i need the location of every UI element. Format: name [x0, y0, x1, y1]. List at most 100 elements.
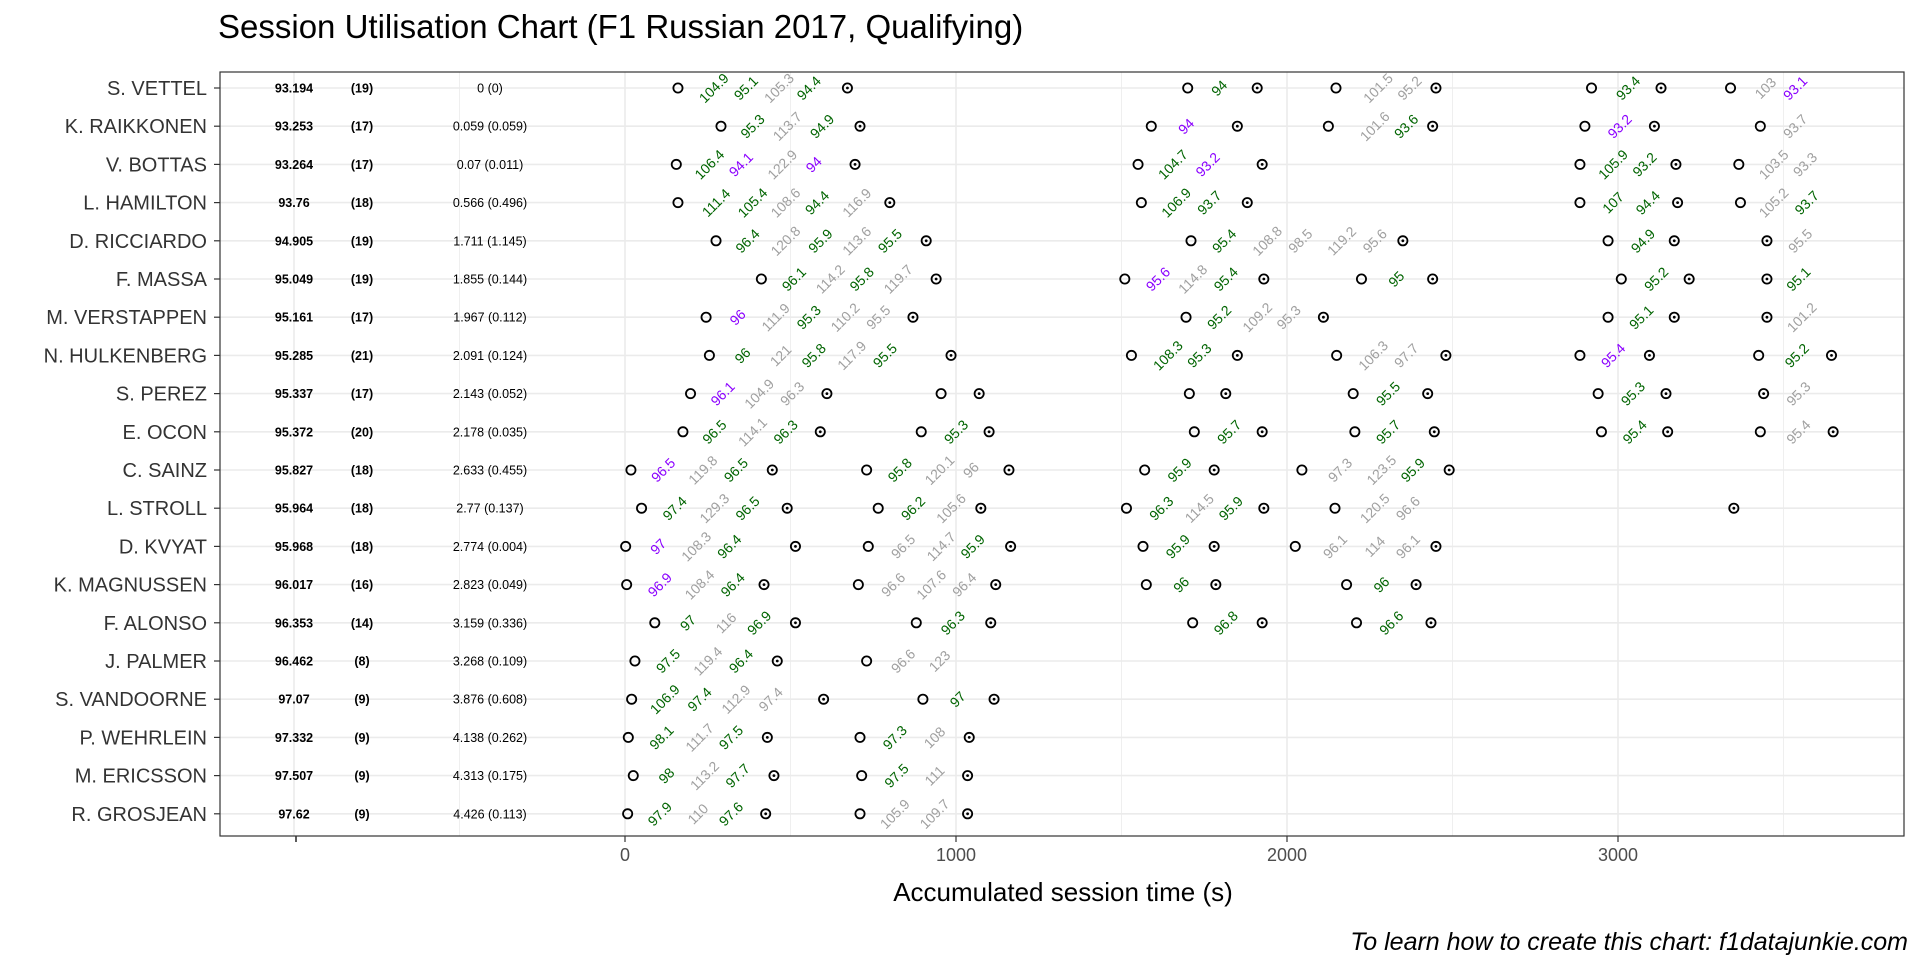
stint-end-marker	[988, 693, 1000, 705]
stint-end-marker	[818, 693, 830, 705]
stint-end-marker	[814, 426, 826, 438]
stint-end-dot	[1765, 239, 1769, 243]
driver-label: S. VANDOORNE	[55, 689, 207, 711]
stint-start-marker	[1188, 426, 1200, 438]
stint-end-marker	[1220, 388, 1232, 400]
lap-count: (19)	[351, 273, 373, 287]
stint-end-dot	[888, 201, 892, 205]
stint-end-dot	[1431, 124, 1435, 128]
stint-end-marker	[1003, 464, 1015, 476]
stint-end-dot	[822, 697, 825, 701]
stint-end-dot	[967, 736, 971, 739]
best-lap-time: 96.353	[275, 616, 313, 630]
gap-to-leader: 3.159 (0.336)	[453, 616, 527, 630]
stint-end-dot	[1666, 430, 1670, 434]
best-lap-time: 95.372	[275, 425, 313, 439]
stint-start-marker	[636, 502, 648, 514]
stint-start-marker	[1187, 617, 1199, 629]
x-tick-label: 1000	[936, 845, 976, 865]
stint-start-marker	[1586, 82, 1598, 94]
gap-to-leader: 3.876 (0.608)	[453, 693, 527, 707]
driver-label: S. VETTEL	[107, 78, 207, 100]
stint-end-dot	[1831, 430, 1835, 434]
stint-start-marker	[703, 349, 715, 361]
stint-end-marker	[945, 349, 957, 361]
stint-end-dot	[924, 239, 928, 243]
best-lap-time: 95.964	[275, 502, 313, 516]
best-lap-time: 94.905	[275, 234, 313, 248]
lap-count: (17)	[351, 120, 373, 134]
driver-label: L. HAMILTON	[83, 193, 207, 215]
driver-label: E. OCON	[123, 422, 207, 444]
driver-label: F. ALONSO	[104, 613, 207, 635]
lap-count: (18)	[351, 196, 373, 210]
gap-to-leader: 2.633 (0.455)	[453, 464, 527, 478]
stint-start-marker	[1602, 235, 1614, 247]
stint-start-marker	[1579, 120, 1591, 132]
lap-count: (16)	[351, 578, 373, 592]
stint-start-marker	[715, 120, 727, 132]
stint-end-marker	[1005, 540, 1017, 552]
stint-start-marker	[935, 388, 947, 400]
stint-end-marker	[985, 617, 997, 629]
best-lap-time: 93.264	[275, 158, 313, 172]
stint-start-marker	[1355, 273, 1367, 285]
driver-label: N. HULKENBERG	[44, 345, 207, 367]
stint-end-dot	[1762, 392, 1766, 395]
lap-count: (19)	[351, 82, 373, 96]
stint-end-dot	[994, 583, 998, 586]
best-lap-time: 95.968	[275, 540, 313, 554]
stint-end-dot	[1447, 468, 1451, 472]
stint-start-marker	[1120, 502, 1132, 514]
stint-end-dot	[1444, 354, 1448, 357]
stint-end-marker	[1231, 120, 1243, 132]
stint-end-marker	[1427, 273, 1439, 285]
stint-end-marker	[1683, 273, 1695, 285]
stint-start-marker	[1733, 158, 1745, 170]
driver-label: J. PALMER	[105, 651, 207, 673]
stint-start-marker	[915, 426, 927, 438]
lap-count: (20)	[351, 425, 373, 439]
lap-count: (17)	[351, 387, 373, 401]
stint-end-marker	[1761, 311, 1773, 323]
stint-end-dot	[1007, 468, 1011, 472]
stint-end-marker	[975, 502, 987, 514]
stint-end-marker	[849, 158, 861, 170]
stint-start-marker	[622, 731, 634, 743]
stint-start-marker	[629, 655, 641, 667]
stint-start-marker	[1296, 464, 1308, 476]
stint-start-marker	[854, 808, 866, 820]
stint-end-dot	[1401, 239, 1405, 243]
stint-start-marker	[1182, 82, 1194, 94]
stint-start-marker	[1341, 579, 1353, 591]
stint-start-marker	[1183, 388, 1195, 400]
stint-end-marker	[1258, 273, 1270, 285]
plot-panel	[220, 72, 1904, 836]
stint-end-marker	[758, 579, 770, 591]
stint-end-dot	[772, 774, 776, 777]
stint-end-dot	[1255, 86, 1259, 90]
stint-end-marker	[1662, 426, 1674, 438]
stint-end-marker	[766, 464, 778, 476]
stint-end-marker	[1241, 197, 1253, 209]
gap-to-leader: 4.313 (0.175)	[453, 769, 527, 783]
stint-end-marker	[1643, 349, 1655, 361]
stint-end-marker	[1430, 82, 1442, 94]
best-lap-time: 96.017	[275, 578, 313, 592]
stint-start-marker	[685, 388, 697, 400]
x-tick-label: 0	[620, 845, 630, 865]
stint-end-dot	[762, 583, 766, 586]
stint-start-marker	[621, 579, 633, 591]
stint-end-marker	[1428, 426, 1440, 438]
chart-title: Session Utilisation Chart (F1 Russian 20…	[218, 8, 1024, 45]
stint-end-dot	[1432, 430, 1436, 434]
driver-label: M. ERICSSON	[75, 766, 207, 788]
stint-end-marker	[1655, 82, 1667, 94]
best-lap-time: 93.76	[278, 196, 309, 210]
stint-end-dot	[1214, 583, 1218, 586]
stint-end-dot	[949, 354, 953, 357]
stint-start-marker	[854, 731, 866, 743]
stint-end-dot	[1672, 239, 1676, 243]
stint-end-marker	[930, 273, 942, 285]
stint-end-dot	[1212, 545, 1216, 548]
